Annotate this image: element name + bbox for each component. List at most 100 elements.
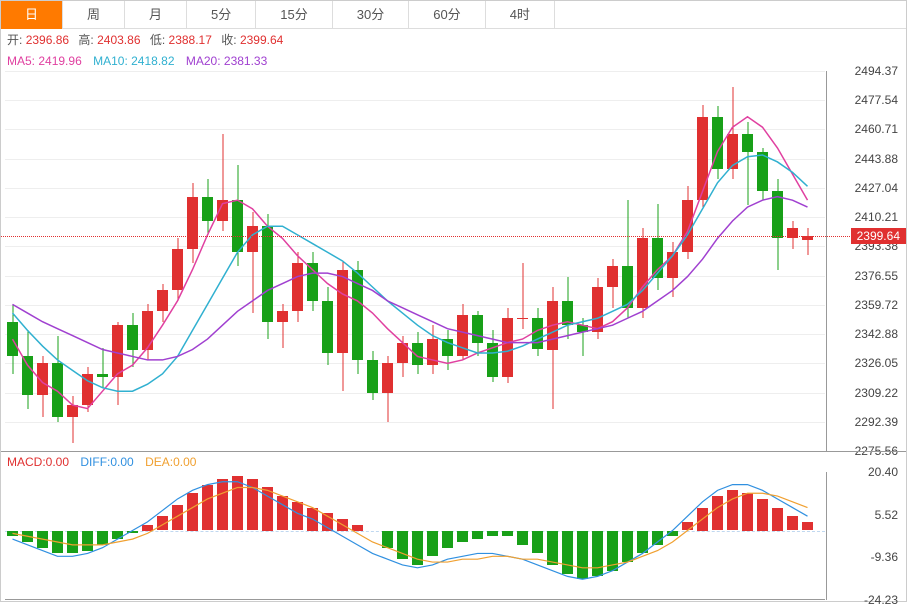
candle[interactable]	[772, 71, 783, 451]
close-value: 2399.64	[240, 33, 283, 47]
candle[interactable]	[82, 71, 93, 451]
candle[interactable]	[682, 71, 693, 451]
timeframe-tab-0[interactable]: 日	[1, 1, 63, 29]
candle[interactable]	[637, 71, 648, 451]
close-price-badge: 2399.64	[851, 228, 906, 244]
candle[interactable]	[742, 71, 753, 451]
candle[interactable]	[547, 71, 558, 451]
candle[interactable]	[157, 71, 168, 451]
open-label: 开:	[7, 33, 22, 47]
candle[interactable]	[277, 71, 288, 451]
candle[interactable]	[652, 71, 663, 451]
timeframe-tab-3[interactable]: 5分	[187, 1, 256, 29]
candle[interactable]	[142, 71, 153, 451]
timeframe-tabs: 日周月5分15分30分60分4时	[1, 1, 906, 29]
candle[interactable]	[622, 71, 633, 451]
macd-bar	[712, 496, 723, 530]
macd-bar	[382, 531, 393, 548]
candle[interactable]	[7, 71, 18, 451]
candle[interactable]	[292, 71, 303, 451]
candle[interactable]	[562, 71, 573, 451]
candle[interactable]	[727, 71, 738, 451]
macd-bar	[172, 505, 183, 531]
candle[interactable]	[232, 71, 243, 451]
timeframe-tab-6[interactable]: 60分	[409, 1, 485, 29]
timeframe-tab-4[interactable]: 15分	[256, 1, 332, 29]
candle[interactable]	[667, 71, 678, 451]
close-label: 收:	[221, 33, 236, 47]
yaxis-tick: 2410.21	[855, 210, 898, 224]
candle[interactable]	[202, 71, 213, 451]
candle[interactable]	[442, 71, 453, 451]
candle[interactable]	[802, 71, 813, 451]
candle[interactable]	[127, 71, 138, 451]
candle[interactable]	[67, 71, 78, 451]
macd-bar	[37, 531, 48, 548]
candle[interactable]	[217, 71, 228, 451]
candle[interactable]	[412, 71, 423, 451]
candle[interactable]	[517, 71, 528, 451]
candlestick-chart[interactable]	[5, 71, 825, 451]
candle[interactable]	[52, 71, 63, 451]
candle[interactable]	[322, 71, 333, 451]
candle[interactable]	[337, 71, 348, 451]
timeframe-tab-5[interactable]: 30分	[333, 1, 409, 29]
macd-bar	[307, 508, 318, 531]
candle[interactable]	[712, 71, 723, 451]
candle[interactable]	[457, 71, 468, 451]
macd-bar	[562, 531, 573, 574]
candle[interactable]	[97, 71, 108, 451]
timeframe-tab-7[interactable]: 4时	[486, 1, 555, 29]
macd-bar	[742, 493, 753, 530]
macd-section: MACD:0.00 DIFF:0.00 DEA:0.00 20.405.52-9…	[1, 451, 906, 601]
candle[interactable]	[172, 71, 183, 451]
macd-bar	[127, 531, 138, 534]
macd-bar	[322, 513, 333, 530]
macd-bar	[577, 531, 588, 580]
macd-bar	[292, 502, 303, 531]
candle[interactable]	[112, 71, 123, 451]
candle[interactable]	[352, 71, 363, 451]
macd-yaxis: 20.405.52-9.36-24.23	[826, 472, 906, 600]
candle[interactable]	[22, 71, 33, 451]
candle[interactable]	[397, 71, 408, 451]
yaxis-tick: 2460.71	[855, 122, 898, 136]
candle[interactable]	[757, 71, 768, 451]
candle[interactable]	[472, 71, 483, 451]
stock-chart-container: 日周月5分15分30分60分4时 开: 2396.86 高: 2403.86 低…	[0, 0, 907, 602]
macd-bar	[97, 531, 108, 545]
candle[interactable]	[787, 71, 798, 451]
macd-bar	[67, 531, 78, 554]
candle[interactable]	[187, 71, 198, 451]
candle[interactable]	[382, 71, 393, 451]
macd-value-label: MACD:0.00	[7, 455, 69, 469]
candle[interactable]	[502, 71, 513, 451]
macd-bar	[337, 519, 348, 530]
ohlc-row: 开: 2396.86 高: 2403.86 低: 2388.17 收: 2399…	[1, 29, 906, 51]
main-chart-area[interactable]: 2494.372477.542460.712443.882427.042410.…	[1, 71, 906, 451]
candle[interactable]	[367, 71, 378, 451]
candle[interactable]	[37, 71, 48, 451]
macd-chart[interactable]	[5, 472, 825, 600]
macd-bar	[7, 531, 18, 537]
close-price-line	[1, 236, 906, 237]
macd-bar	[187, 493, 198, 530]
timeframe-tab-2[interactable]: 月	[125, 1, 187, 29]
yaxis-tick: 2292.39	[855, 415, 898, 429]
timeframe-tab-1[interactable]: 周	[63, 1, 125, 29]
candle[interactable]	[592, 71, 603, 451]
candle[interactable]	[577, 71, 588, 451]
macd-bar	[112, 531, 123, 540]
candle[interactable]	[247, 71, 258, 451]
candle[interactable]	[607, 71, 618, 451]
candle[interactable]	[487, 71, 498, 451]
price-yaxis: 2494.372477.542460.712443.882427.042410.…	[826, 71, 906, 451]
macd-bar	[787, 516, 798, 530]
high-value: 2403.86	[97, 33, 140, 47]
candle[interactable]	[532, 71, 543, 451]
macd-bar	[217, 479, 228, 531]
candle[interactable]	[427, 71, 438, 451]
candle[interactable]	[262, 71, 273, 451]
candle[interactable]	[697, 71, 708, 451]
candle[interactable]	[307, 71, 318, 451]
